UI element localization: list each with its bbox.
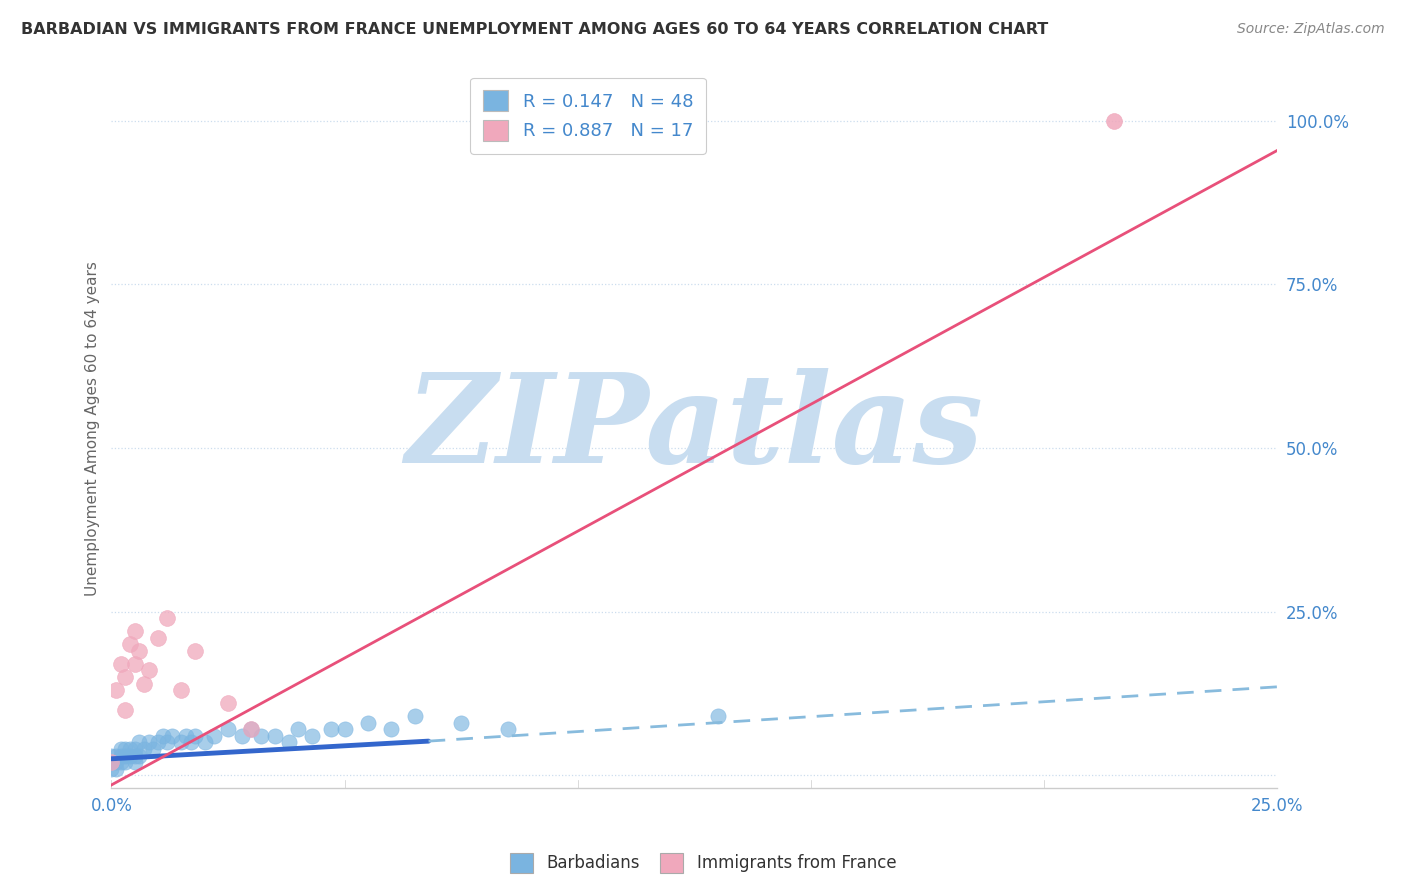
Point (105, 762, 128, 776)
Point (202, 729, 225, 743)
Point (105, 683, 128, 698)
Point (174, 729, 197, 743)
Point (114, 670, 136, 684)
Point (142, 742, 165, 756)
Point (404, 709, 426, 723)
Point (110, 755, 132, 769)
Point (707, 709, 730, 723)
Point (380, 723, 402, 737)
Point (110, 657, 132, 671)
Point (132, 742, 155, 756)
Point (128, 735, 150, 749)
Point (114, 748, 136, 763)
Point (496, 723, 519, 737)
Point (240, 723, 263, 737)
Point (120, 748, 142, 763)
Point (110, 742, 132, 756)
Point (152, 729, 174, 743)
Point (128, 748, 150, 763)
Point (128, 644, 150, 658)
Point (100, 762, 122, 776)
Point (170, 735, 193, 749)
Point (124, 657, 146, 671)
Point (231, 729, 253, 743)
Point (180, 735, 202, 749)
Point (240, 723, 263, 737)
Text: BARBADIAN VS IMMIGRANTS FROM FRANCE UNEMPLOYMENT AMONG AGES 60 TO 64 YEARS CORRE: BARBADIAN VS IMMIGRANTS FROM FRANCE UNEM… (21, 22, 1049, 37)
Point (277, 735, 299, 749)
Point (156, 611, 179, 625)
Point (263, 729, 285, 743)
Point (184, 729, 207, 743)
Point (100, 755, 122, 769)
Point (146, 735, 169, 749)
Point (146, 631, 169, 645)
Point (450, 715, 472, 730)
Point (249, 729, 271, 743)
Point (138, 735, 160, 749)
Text: Source: ZipAtlas.com: Source: ZipAtlas.com (1237, 22, 1385, 37)
Point (184, 644, 207, 658)
Legend: Barbadians, Immigrants from France: Barbadians, Immigrants from France (503, 847, 903, 880)
Point (114, 742, 136, 756)
Point (217, 723, 239, 737)
Point (333, 723, 356, 737)
Point (124, 742, 146, 756)
Y-axis label: Unemployment Among Ages 60 to 64 years: Unemployment Among Ages 60 to 64 years (86, 261, 100, 596)
Point (170, 683, 193, 698)
Point (124, 755, 146, 769)
Point (301, 729, 323, 743)
Point (114, 755, 136, 769)
Point (124, 748, 146, 763)
Point (105, 755, 128, 769)
Point (100, 755, 122, 769)
Point (120, 637, 142, 651)
Text: ZIPatlas: ZIPatlas (405, 368, 983, 489)
Point (357, 715, 380, 730)
Point (217, 696, 239, 710)
Point (120, 742, 142, 756)
Legend: R = 0.147   N = 48, R = 0.887   N = 17: R = 0.147 N = 48, R = 0.887 N = 17 (470, 78, 706, 153)
Point (132, 676, 155, 690)
Point (138, 664, 160, 678)
Point (100, 748, 122, 763)
Point (287, 723, 309, 737)
Point (124, 624, 146, 639)
Point (105, 748, 128, 763)
Point (110, 748, 132, 763)
Point (114, 703, 136, 717)
Point (160, 729, 183, 743)
Point (156, 735, 179, 749)
Point (319, 723, 342, 737)
Point (194, 735, 217, 749)
Point (1102, 113, 1125, 128)
